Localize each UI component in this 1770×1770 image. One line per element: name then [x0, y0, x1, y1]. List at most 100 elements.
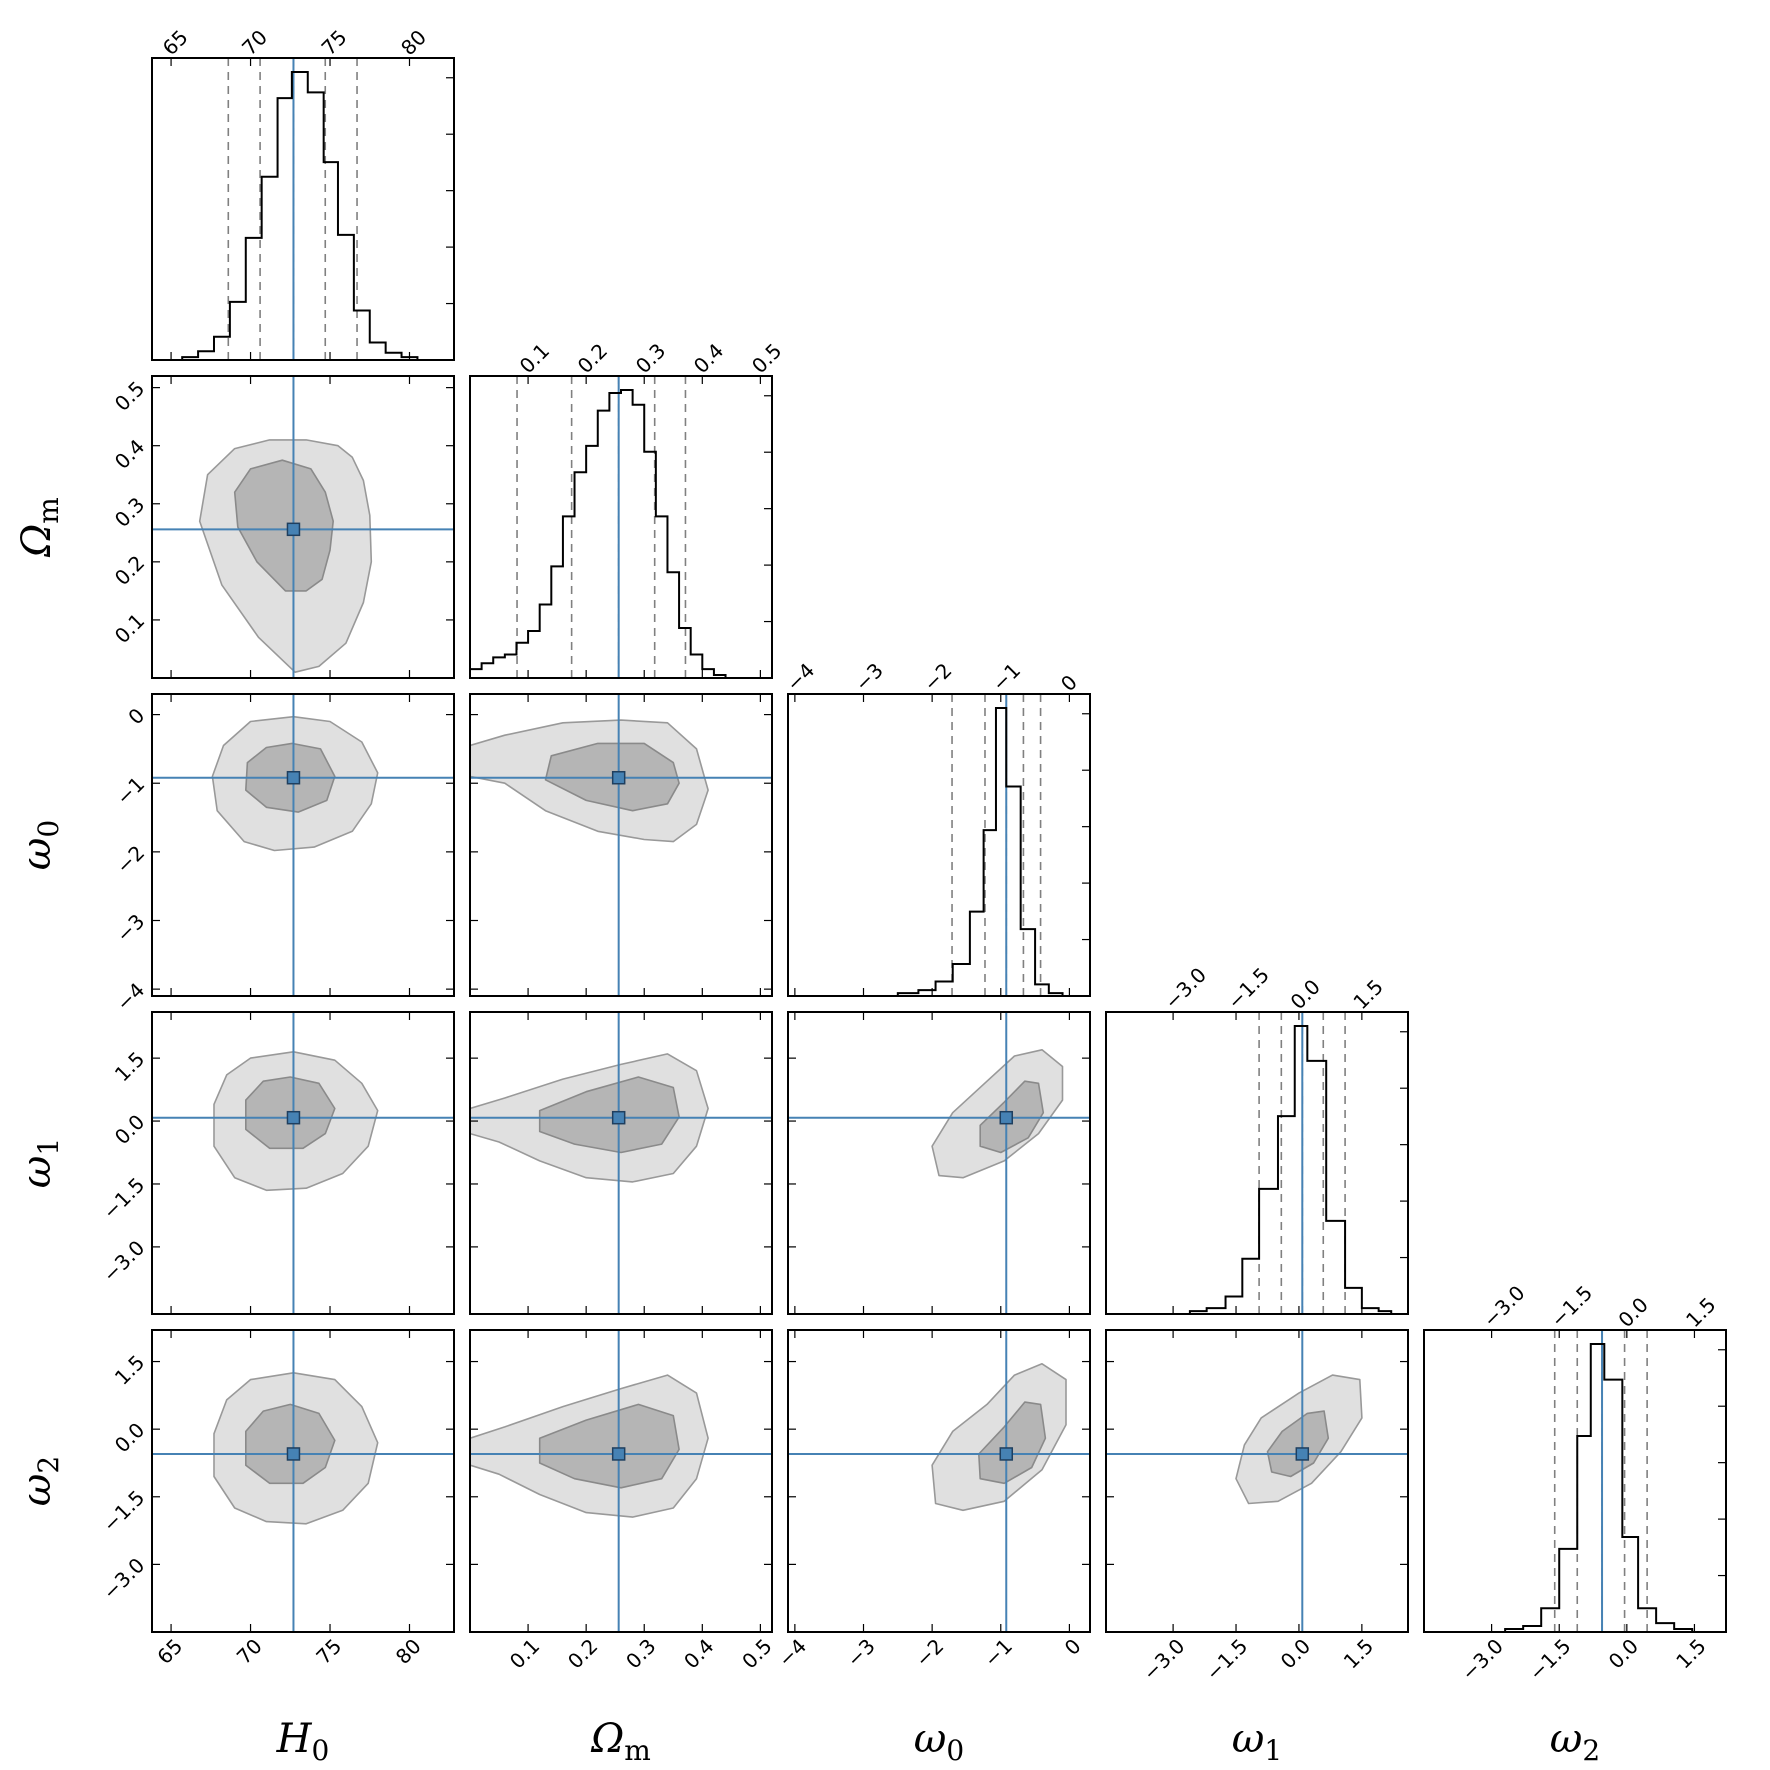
y-axis-label-w2: ω2 [14, 1456, 65, 1506]
histogram-bin [1021, 929, 1035, 996]
top-tick-label-text: 80 [396, 25, 431, 60]
histogram-bin [936, 981, 953, 996]
x-axis-label-w0-main: ω [914, 1716, 947, 1762]
left-tick-label-text: 0.2 [110, 551, 149, 590]
bottom-tick-label: 0.3 [621, 1634, 660, 1673]
y-axis-label-w0-text: ω0 [14, 820, 65, 870]
left-tick-label: 0.0 [110, 1110, 149, 1149]
y-axis-label-w1: ω1 [14, 1138, 65, 1188]
left-tick-label: 0.3 [110, 492, 149, 531]
left-tick-label-text: −3 [111, 909, 149, 947]
top-tick-label-text: −1.5 [1223, 963, 1274, 1014]
y-axis-label-w2-text: ω2 [14, 1456, 65, 1506]
histogram-step [788, 707, 1090, 996]
left-tick-label: 0 [123, 703, 149, 729]
bottom-tick-label-text: 65 [152, 1634, 187, 1669]
panel-Om-vs-w0 [469, 693, 773, 997]
y-axis-label-w1-sub: 1 [32, 1138, 65, 1156]
top-tick-label-text: −2 [919, 658, 957, 696]
histogram-bin [598, 411, 610, 678]
truth-marker [611, 1110, 626, 1125]
top-tick-label: 0.2 [573, 339, 612, 378]
top-tick-label-text: 0.2 [573, 339, 612, 378]
top-tick-label-text: −3.0 [1160, 963, 1211, 1014]
bottom-tick-label: 0.0 [1604, 1634, 1643, 1673]
top-tick-label: −1 [987, 658, 1025, 696]
top-tick-label: 75 [317, 25, 352, 60]
left-tick-label: −1.5 [98, 1173, 149, 1224]
bottom-tick-label-text: 0.2 [563, 1634, 602, 1673]
left-tick-label-text: −1 [111, 772, 149, 810]
histogram-step [1106, 1025, 1408, 1314]
left-tick-label: 0.0 [110, 1418, 149, 1457]
bottom-tick-label-text: 1.5 [1671, 1634, 1710, 1673]
top-tick-label-text: 70 [237, 25, 272, 60]
histogram-bin [1541, 1608, 1559, 1632]
histogram-step [470, 389, 772, 678]
contour-inner [538, 1076, 680, 1154]
histogram-bin [528, 631, 540, 678]
y-axis-label-w2-main: ω [14, 1474, 60, 1507]
panel-H0-hist: 65 70 75 80 [151, 25, 455, 361]
bottom-tick-label: −1.5 [1524, 1634, 1575, 1685]
top-tick-label-text: 0.0 [1613, 1293, 1652, 1332]
histogram-bin [575, 472, 587, 678]
contour-inner [1266, 1410, 1330, 1478]
panel-frame [151, 57, 455, 361]
histogram-bin [324, 162, 338, 360]
x-axis-label-w0-sub: 0 [946, 1734, 964, 1767]
x-axis-label-H0: H0 [276, 1716, 330, 1767]
x-axis-label-w0-text: ω0 [914, 1716, 964, 1767]
bottom-tick-label: −4 [773, 1634, 811, 1672]
histogram-bin [262, 177, 278, 360]
top-tick-label: 0.4 [689, 339, 728, 378]
top-tick-label: 1.5 [1348, 975, 1387, 1014]
bottom-tick-label-text: −3.0 [1138, 1634, 1189, 1685]
bottom-tick-label: 0 [1060, 1634, 1086, 1660]
histogram-step [1424, 1343, 1726, 1632]
top-tick-label: −3 [850, 658, 888, 696]
panel-content [1106, 1012, 1408, 1314]
histogram-bin [1656, 1623, 1674, 1632]
top-tick-label-text: 0.5 [747, 339, 786, 378]
histogram-bin [551, 566, 563, 678]
left-tick-label: 0.2 [110, 551, 149, 590]
panel-content [470, 376, 772, 678]
histogram-bin [278, 98, 292, 360]
y-axis-label-w0: ω0 [14, 820, 65, 870]
panel-Om-vs-w2: 0.1 0.2 0.3 0.4 0.5 [469, 1329, 777, 1673]
bottom-tick-label-text: 1.5 [1339, 1634, 1378, 1673]
histogram-bin [953, 964, 970, 996]
histogram-bin [1226, 1297, 1243, 1314]
bottom-tick-label-text: 75 [311, 1634, 346, 1669]
panel-content [152, 58, 454, 360]
top-tick-label: −1.5 [1546, 1281, 1597, 1332]
y-axis-label-w2-sub: 2 [32, 1456, 65, 1474]
truth-marker [611, 1447, 626, 1461]
histogram-bin [540, 605, 552, 678]
bottom-tick-label: 0.0 [1276, 1634, 1315, 1673]
top-tick-label: 0.0 [1286, 975, 1325, 1014]
panel-H0-vs-w0: −4 −3 −2 −1 0 [111, 693, 455, 1016]
top-tick-label-text: −3 [850, 658, 888, 696]
x-axis-label-Om: Ωm [590, 1716, 651, 1767]
bottom-tick-label-text: 70 [232, 1634, 267, 1669]
left-tick-label-text: −3.0 [98, 1236, 149, 1287]
panel-content [152, 376, 454, 678]
bottom-tick-label-text: 0.4 [679, 1634, 718, 1673]
bottom-tick-label-text: −4 [773, 1634, 811, 1672]
left-tick-label-text: 0.4 [110, 434, 149, 473]
left-tick-label-text: −1.5 [98, 1173, 149, 1224]
contour-inner [978, 1401, 1047, 1485]
left-tick-label-text: −2 [111, 841, 149, 879]
panel-H0-vs-Om: 0.1 0.2 0.3 0.4 0.5 [110, 375, 455, 679]
bottom-tick-label-text: 0.3 [621, 1634, 660, 1673]
bottom-tick-label: 75 [311, 1634, 346, 1669]
histogram-bin [563, 516, 575, 678]
left-tick-label-text: 1.5 [110, 1350, 149, 1389]
panel-w1-hist: −3.0 −1.5 0.0 1.5 [1105, 963, 1409, 1315]
panel-frame [787, 693, 1091, 997]
bottom-tick-label: 0.5 [737, 1634, 776, 1673]
top-tick-label-text: 0.4 [689, 339, 728, 378]
